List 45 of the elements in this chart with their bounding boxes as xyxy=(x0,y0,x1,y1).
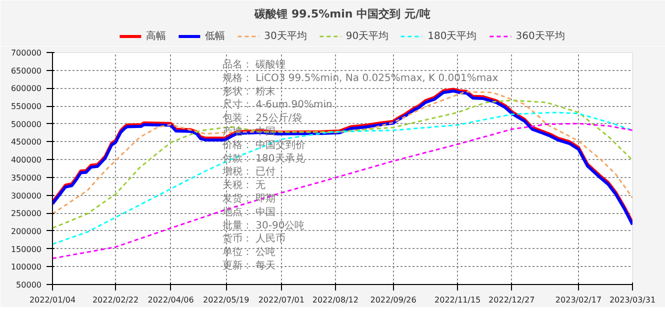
line-series xyxy=(52,122,632,260)
annotation: 尺寸： 4-6um 90%min xyxy=(222,98,332,111)
annotation: 货币： 人民币 xyxy=(222,232,286,245)
legend-label: 360天平均 xyxy=(516,30,565,42)
legend-label: 180天平均 xyxy=(428,30,477,42)
annotation: 单位： 公吨 xyxy=(222,246,276,258)
x-tick-label: 2022/02/22 xyxy=(92,296,139,304)
x-tick-label: 2022/12/27 xyxy=(488,296,535,304)
y-tick-label: 500000 xyxy=(10,120,42,129)
x-tick-label: 2022/11/15 xyxy=(434,296,481,304)
y-tick-label: 100000 xyxy=(10,262,42,272)
x-tick-label: 2022/05/19 xyxy=(203,296,250,304)
y-tick-label: 250000 xyxy=(10,209,42,218)
annotation: 批量： 30-90公吨 xyxy=(222,219,305,232)
y-tick-label: 150000 xyxy=(10,244,42,254)
x-tick-label: 2022/09/26 xyxy=(370,296,416,304)
y-tick-label: 550000 xyxy=(10,102,42,112)
y-tick-label: 200000 xyxy=(10,226,42,236)
x-tick-label: 2022/08/12 xyxy=(312,296,358,304)
x-tick-label: 2022/01/04 xyxy=(29,296,76,304)
y-tick-label: 650000 xyxy=(10,66,42,76)
x-tick-label: 2022/07/01 xyxy=(258,296,304,304)
annotation: 关税： 无 xyxy=(222,179,266,192)
y-tick-label: 450000 xyxy=(10,138,42,147)
legend-label: 30天平均 xyxy=(264,30,307,42)
x-tick-label: 2023/03/31 xyxy=(609,296,656,304)
annotation: 品名： 碳酸锂 xyxy=(222,58,286,70)
x-tick-label: 2022/04/06 xyxy=(148,296,194,304)
chart-title: 碳酸锂 99.5%min 中国交到 元/吨 xyxy=(254,8,430,20)
legend-label: 低幅 xyxy=(205,30,226,42)
annotation: 包装： 25公斤/袋 xyxy=(222,112,302,124)
line-series xyxy=(52,112,632,245)
y-tick-label: 50000 xyxy=(16,280,42,290)
annotation: 规格： LiCO3 99.5%min, Na 0.025%max, K 0.001%max xyxy=(222,72,498,84)
annotation: 增税： 已付 xyxy=(222,166,276,178)
y-tick-label: 600000 xyxy=(10,84,42,94)
annotation: 形状： 粉末 xyxy=(222,85,276,98)
y-tick-label: 350000 xyxy=(10,173,42,182)
y-tick-label: 300000 xyxy=(10,191,42,200)
annotation: 更新： 每天 xyxy=(222,260,276,272)
x-tick-label: 2023/02/17 xyxy=(555,296,602,304)
legend-label: 高幅 xyxy=(146,30,166,42)
legend-label: 90天平均 xyxy=(346,30,389,42)
y-tick-label: 700000 xyxy=(10,48,42,58)
y-tick-label: 400000 xyxy=(10,156,42,165)
